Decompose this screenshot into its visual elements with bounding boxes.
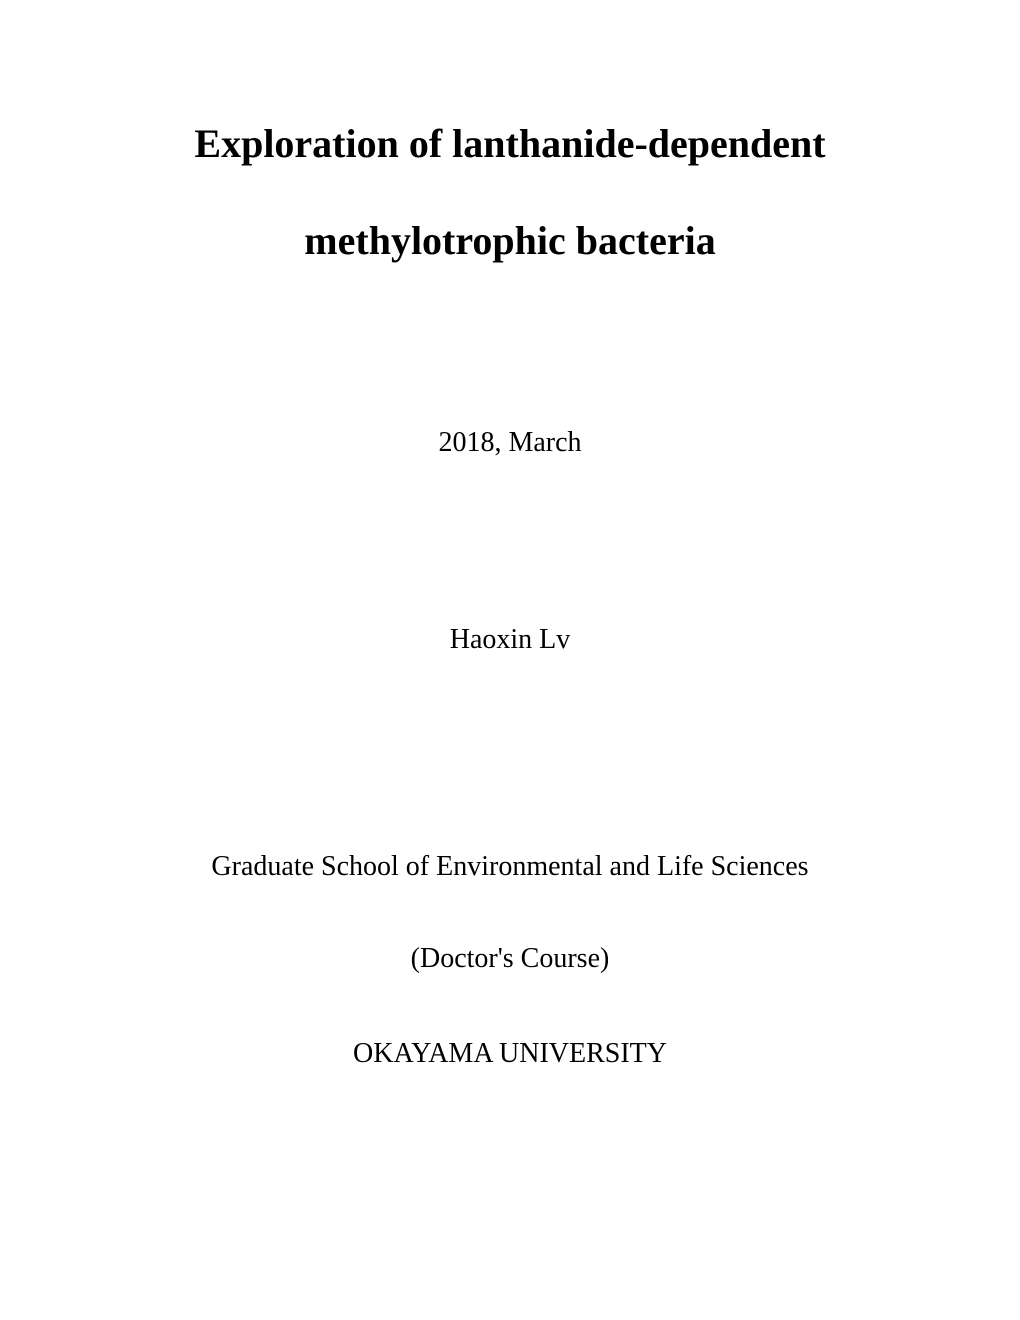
thesis-title-line-2: methylotrophic bacteria <box>80 215 940 267</box>
thesis-university: OKAYAMA UNIVERSITY <box>80 1038 940 1070</box>
thesis-title-page: Exploration of lanthanide-dependent meth… <box>0 0 1020 1320</box>
thesis-school: Graduate School of Environmental and Lif… <box>80 851 940 883</box>
thesis-course: (Doctor's Course) <box>80 943 940 975</box>
thesis-title-line-1: Exploration of lanthanide-dependent <box>80 118 940 170</box>
thesis-date: 2018, March <box>80 427 940 459</box>
thesis-author: Haoxin Lv <box>80 624 940 656</box>
